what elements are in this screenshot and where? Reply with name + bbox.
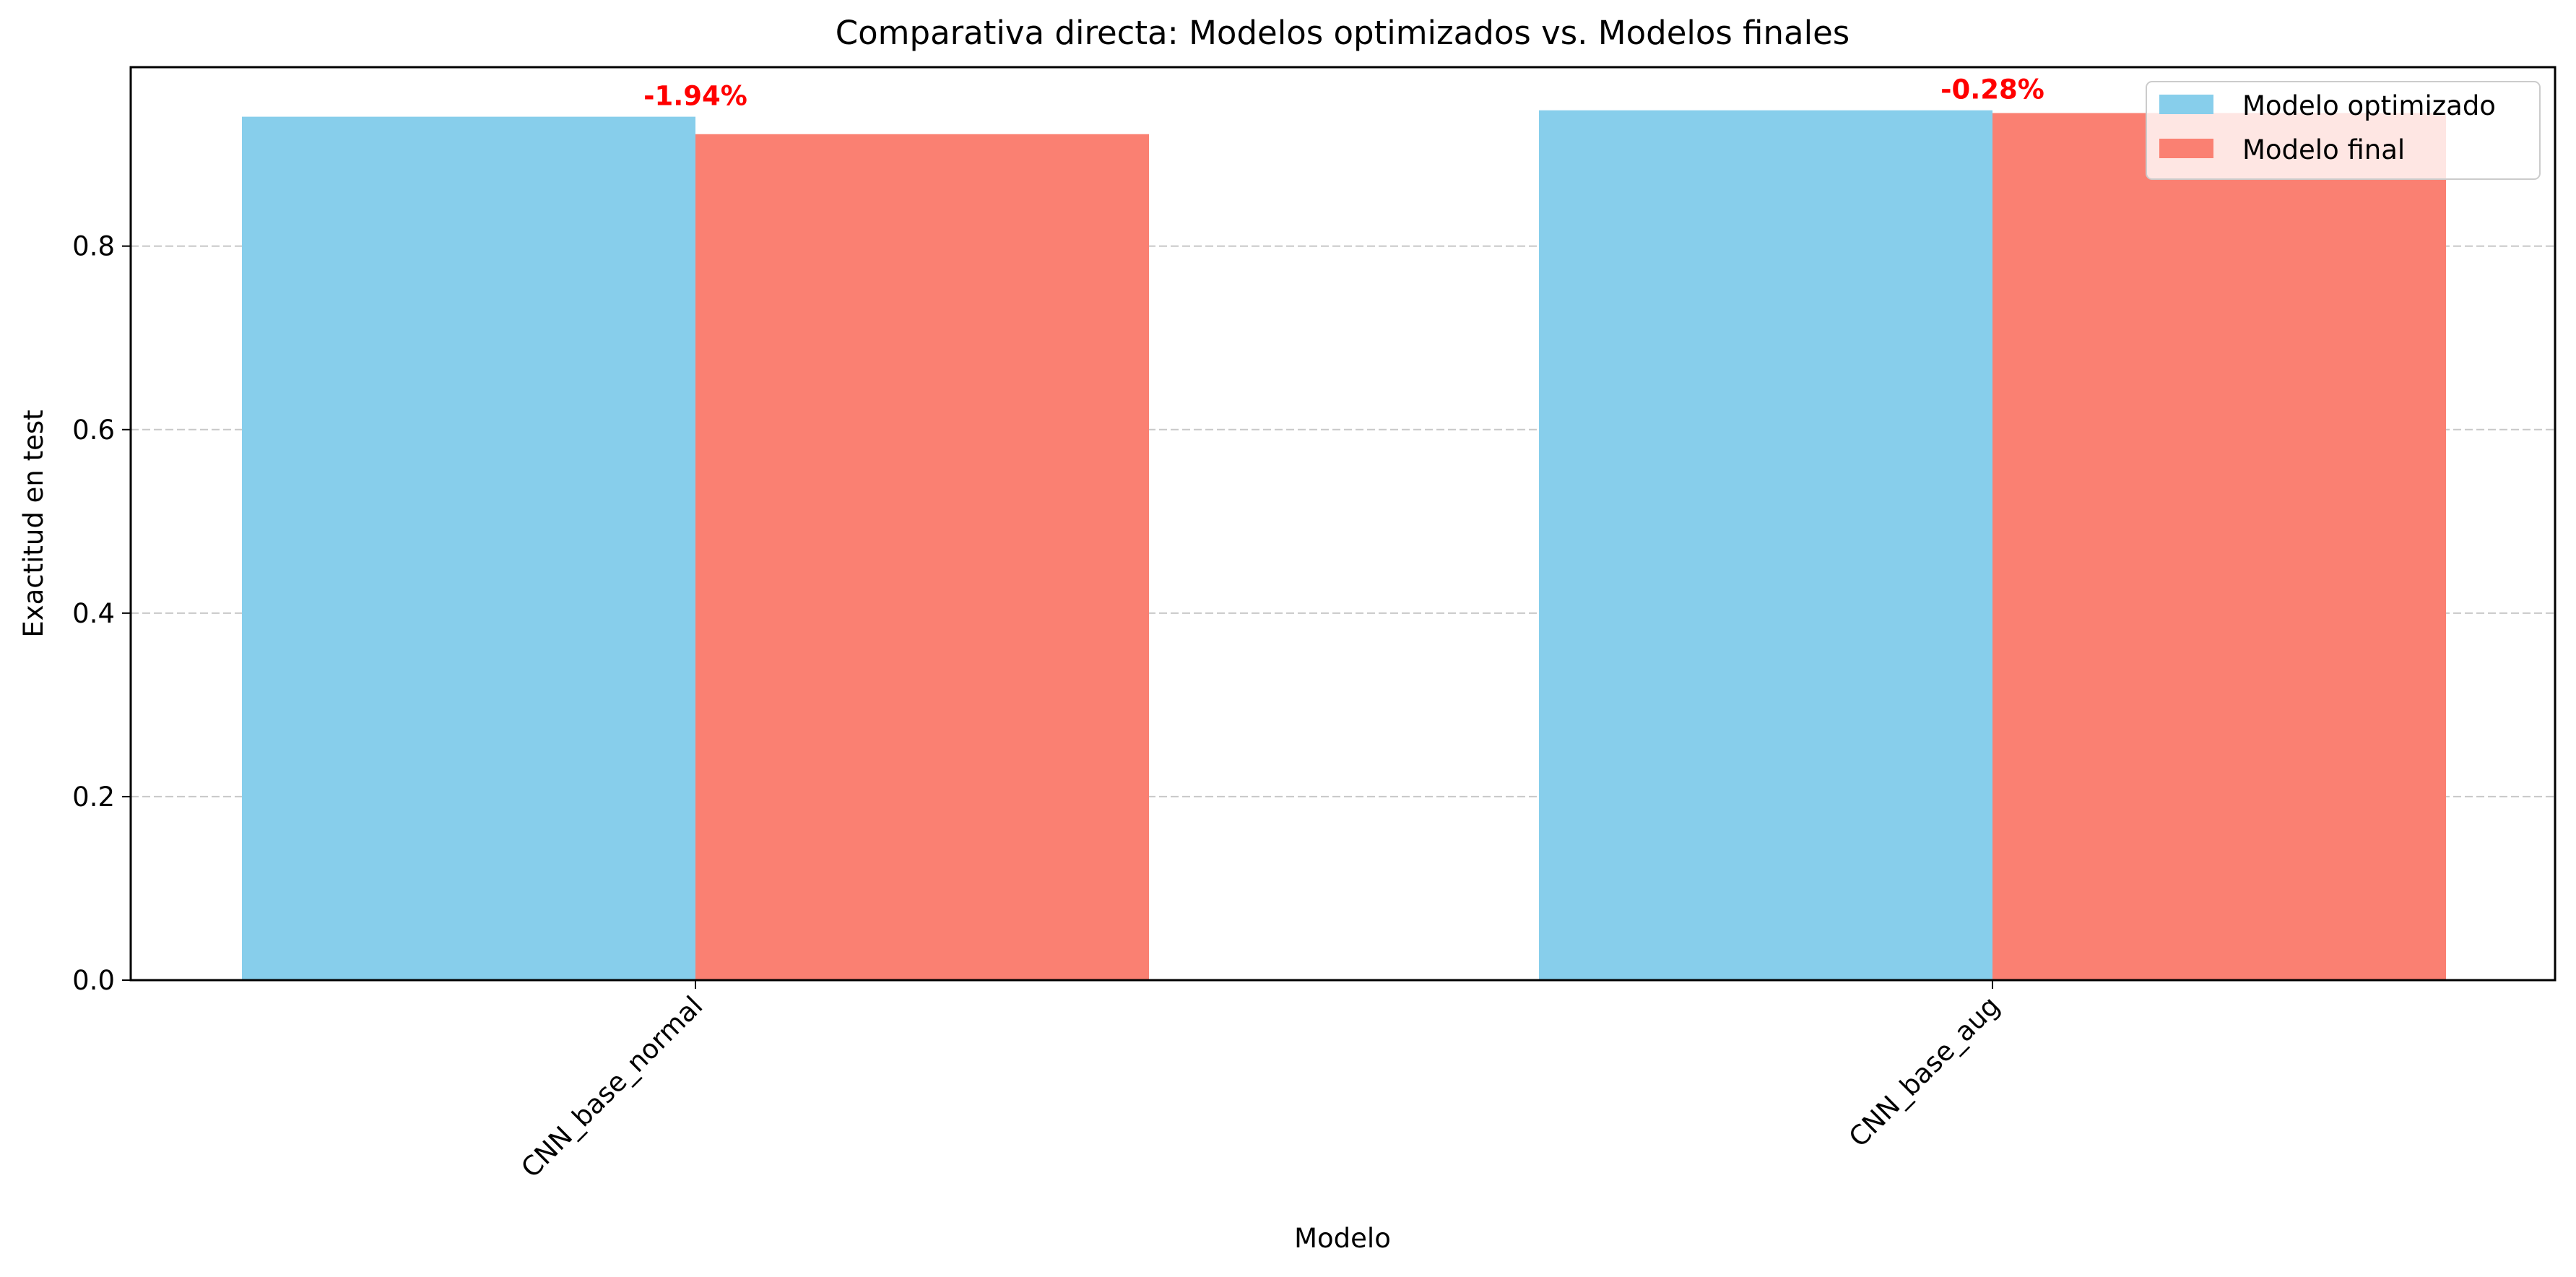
y-tick-label: 0.8 (72, 231, 115, 262)
bar-annotation: -0.28% (1940, 74, 2044, 105)
y-tick-label: 0.6 (72, 415, 115, 446)
bar-final-CNN_base_aug (1992, 113, 2446, 981)
y-tick-label: 0.0 (72, 965, 115, 996)
y-tick-label: 0.4 (72, 598, 115, 629)
y-axis-label: Exactitud en test (18, 410, 49, 637)
legend: Modelo optimizado Modelo final (2146, 81, 2541, 180)
legend-label-final: Modelo final (2242, 134, 2405, 165)
legend-box (2146, 81, 2541, 180)
bar-annotation: -1.94% (643, 81, 747, 112)
legend-swatch-final (2159, 139, 2213, 158)
legend-label-optimizado: Modelo optimizado (2242, 90, 2496, 121)
x-axis-label: Modelo (1294, 1223, 1391, 1254)
bar-annotations: -1.94% -0.28% (643, 74, 2044, 112)
bar-optimizado-CNN_base_aug (1539, 110, 1992, 980)
bar-optimizado-CNN_base_normal (242, 116, 695, 980)
chart-title: Comparativa directa: Modelos optimizados… (836, 14, 1850, 52)
bars (242, 110, 2446, 981)
bar-final-CNN_base_normal (695, 134, 1149, 980)
legend-swatch-optimizado (2159, 95, 2213, 114)
plot-frame (129, 66, 2557, 982)
y-axis: 0.0 0.2 0.4 0.6 0.8 (72, 231, 131, 996)
y-tick-label: 0.2 (72, 782, 115, 813)
